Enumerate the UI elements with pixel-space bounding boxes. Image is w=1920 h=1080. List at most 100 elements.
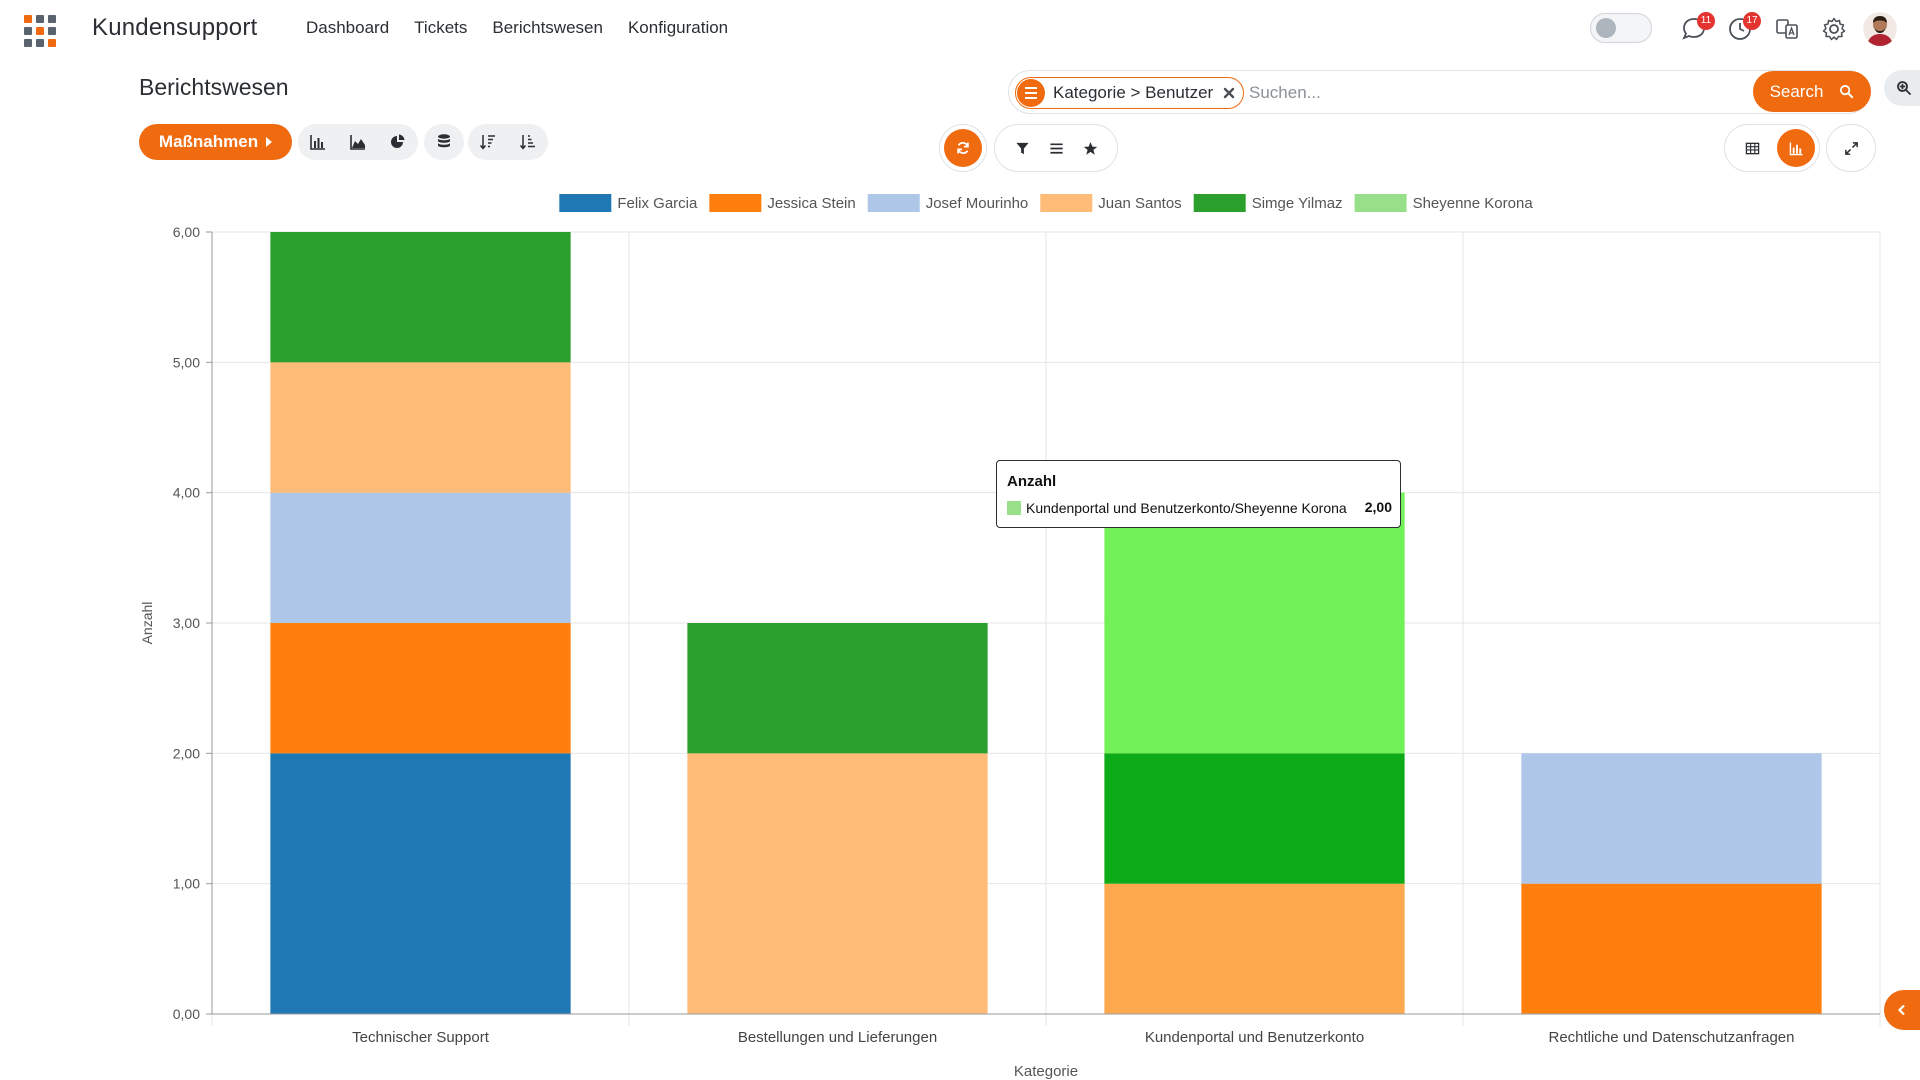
legend-label: Felix Garcia	[617, 195, 698, 212]
legend-swatch	[1193, 194, 1246, 212]
facet-label: Kategorie > Benutzer	[1053, 83, 1214, 102]
y-axis-label: Anzahl	[139, 602, 155, 645]
pie-chart-mode-button[interactable]	[378, 124, 418, 160]
y-tick-label: 0,00	[173, 1006, 200, 1022]
bar-segment	[270, 232, 571, 363]
bar-segment	[1521, 883, 1822, 1014]
y-tick-label: 6,00	[173, 224, 200, 240]
table-grid-icon	[1745, 142, 1759, 154]
search-input[interactable]	[1249, 79, 1729, 107]
x-axis-label: Kategorie	[1014, 1063, 1078, 1080]
legend-swatch	[1040, 194, 1093, 212]
bar-segment	[687, 623, 988, 754]
y-tick-label: 5,00	[173, 354, 200, 370]
bar-segment	[1104, 883, 1405, 1014]
activities-clock-icon[interactable]: 17	[1727, 12, 1761, 42]
favorites-star-icon[interactable]	[1077, 135, 1103, 161]
dark-mode-toggle[interactable]	[1590, 13, 1652, 43]
y-tick-label: 1,00	[173, 876, 200, 892]
side-panel-toggle[interactable]	[1884, 990, 1920, 1030]
filter-icon[interactable]	[1009, 135, 1035, 161]
sort-ascending-icon	[519, 135, 535, 150]
bar-segment	[1104, 492, 1405, 754]
search-bar: Kategorie > Benutzer	[1008, 70, 1870, 114]
legend-label: Josef Mourinho	[926, 195, 1029, 212]
line-chart-mode-button[interactable]	[338, 124, 378, 160]
area-chart-icon	[350, 135, 365, 150]
stacked-bar-chart: 0,00 1,00 2,00 3,00 4,00 5,00 6,00 Technischer …	[139, 194, 1881, 1080]
caret-right-icon	[266, 137, 273, 147]
bar-segment	[270, 492, 571, 623]
bar-chart-mode-button[interactable]	[298, 124, 338, 160]
messages-badge: 11	[1697, 12, 1715, 30]
database-stack-icon	[438, 134, 450, 148]
menu-configuration[interactable]: Konfiguration	[627, 18, 729, 37]
y-tick-label: 3,00	[173, 615, 200, 631]
x-tick-label: Rechtliche und Datenschutzanfragen	[1549, 1029, 1795, 1046]
actions-label: Maßnahmen	[158, 132, 259, 151]
sort-descending-icon	[479, 135, 495, 150]
legend-swatch	[709, 194, 762, 212]
bar-chart-icon	[1789, 141, 1803, 155]
sort-descending-button[interactable]	[468, 124, 508, 160]
x-tick-label: Kundenportal und Benutzerkonto	[1145, 1029, 1364, 1046]
x-tick-label: Technischer Support	[352, 1029, 490, 1046]
refresh-icon	[957, 141, 969, 155]
bar-segment	[1521, 753, 1822, 884]
expand-arrows-icon	[1844, 141, 1858, 155]
top-navbar: Kundensupport Dashboard Tickets Berichts…	[0, 0, 1920, 56]
menu-tickets[interactable]: Tickets	[414, 18, 468, 37]
search-icon	[1840, 84, 1854, 99]
search-button[interactable]: Search	[1753, 71, 1871, 112]
pivot-view-button[interactable]	[1733, 129, 1771, 167]
user-avatar[interactable]	[1863, 12, 1897, 46]
app-title: Kundensupport	[92, 14, 258, 41]
graph-view-button[interactable]	[1777, 129, 1815, 167]
group-by-list-icon[interactable]	[1043, 135, 1069, 161]
tooltip-color-swatch	[1007, 501, 1021, 515]
main-menu: Dashboard Tickets Berichtswesen Konfigur…	[306, 18, 728, 38]
legend-swatch	[1354, 194, 1407, 212]
side-zoom-icon[interactable]	[1884, 70, 1920, 106]
bar-segment	[270, 753, 571, 1014]
facet-remove-icon[interactable]	[1221, 85, 1237, 101]
legend-label: Juan Santos	[1098, 195, 1181, 212]
view-switcher	[1724, 124, 1820, 172]
legend-label: Simge Yilmaz	[1252, 195, 1343, 212]
activities-badge: 17	[1743, 12, 1761, 30]
app-menu-icon[interactable]	[24, 15, 56, 47]
sort-ascending-button[interactable]	[508, 124, 548, 160]
legend-swatch	[867, 194, 920, 212]
x-tick-label: Bestellungen und Lieferungen	[738, 1029, 937, 1046]
y-tick-label: 2,00	[173, 745, 200, 761]
menu-reporting[interactable]: Berichtswesen	[492, 18, 603, 37]
search-panel-toggles	[994, 124, 1118, 172]
y-tick-label: 4,00	[173, 485, 200, 501]
search-button-label: Search	[1769, 81, 1824, 101]
fullscreen-button[interactable]	[1826, 124, 1876, 172]
legend-label: Sheyenne Korona	[1413, 195, 1534, 212]
legend-swatch	[559, 194, 612, 212]
groupby-list-icon	[1017, 79, 1045, 107]
menu-dashboard[interactable]: Dashboard	[306, 18, 390, 37]
page-title: Berichtswesen	[139, 74, 289, 100]
bar-segment	[1104, 753, 1405, 884]
tooltip-label: Kundenportal und Benutzerkonto/Sheyenne …	[1026, 500, 1347, 516]
messages-icon[interactable]: 11	[1681, 12, 1715, 42]
refresh-button[interactable]	[939, 124, 987, 172]
bar-chart-icon	[310, 135, 325, 150]
stacked-toggle-button[interactable]	[424, 124, 464, 160]
chevron-left-icon	[1897, 1004, 1905, 1016]
settings-gear-icon[interactable]	[1821, 16, 1847, 42]
actions-dropdown-button[interactable]: Maßnahmen	[139, 124, 292, 160]
bar-segment	[270, 623, 571, 754]
tooltip-title: Anzahl	[1007, 473, 1057, 490]
tooltip-value: 2,00	[1364, 499, 1392, 515]
pie-chart-icon	[391, 134, 405, 148]
bar-segment	[687, 753, 988, 1014]
chart-tooltip: Anzahl Kundenportal und Benutzerkonto/Sh…	[996, 460, 1401, 528]
bar-segment	[270, 362, 571, 493]
groupby-facet[interactable]: Kategorie > Benutzer	[1015, 77, 1245, 109]
legend-label: Jessica Stein	[767, 195, 855, 212]
translate-icon[interactable]	[1774, 16, 1800, 42]
